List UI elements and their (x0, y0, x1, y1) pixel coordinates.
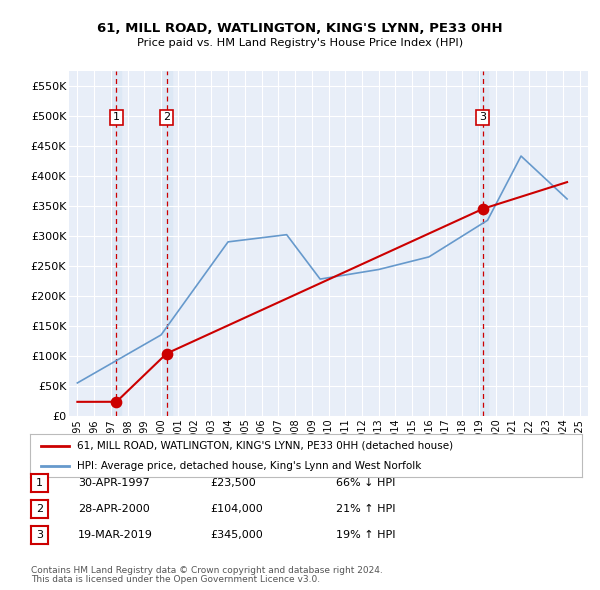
Text: £345,000: £345,000 (210, 530, 263, 540)
Text: 30-APR-1997: 30-APR-1997 (78, 478, 150, 488)
Text: Price paid vs. HM Land Registry's House Price Index (HPI): Price paid vs. HM Land Registry's House … (137, 38, 463, 48)
Text: 19-MAR-2019: 19-MAR-2019 (78, 530, 153, 540)
Text: 61, MILL ROAD, WATLINGTON, KING'S LYNN, PE33 0HH (detached house): 61, MILL ROAD, WATLINGTON, KING'S LYNN, … (77, 441, 453, 451)
Bar (478, 71, 488, 416)
Text: 1: 1 (113, 113, 120, 122)
Point (162, 349, 172, 358)
Text: 1: 1 (36, 478, 43, 488)
Text: 2: 2 (36, 504, 43, 514)
Text: 3: 3 (479, 113, 486, 122)
Text: £23,500: £23,500 (210, 478, 256, 488)
Point (112, 397, 121, 407)
Text: 28-APR-2000: 28-APR-2000 (78, 504, 150, 514)
Text: 2: 2 (163, 113, 170, 122)
Text: HPI: Average price, detached house, King's Lynn and West Norfolk: HPI: Average price, detached house, King… (77, 461, 421, 471)
Text: 19% ↑ HPI: 19% ↑ HPI (336, 530, 395, 540)
Bar (161, 71, 172, 416)
Text: Contains HM Land Registry data © Crown copyright and database right 2024.: Contains HM Land Registry data © Crown c… (31, 566, 383, 575)
Point (478, 204, 487, 214)
Text: 3: 3 (36, 530, 43, 540)
Text: 66% ↓ HPI: 66% ↓ HPI (336, 478, 395, 488)
Text: £104,000: £104,000 (210, 504, 263, 514)
Text: 61, MILL ROAD, WATLINGTON, KING'S LYNN, PE33 0HH: 61, MILL ROAD, WATLINGTON, KING'S LYNN, … (97, 22, 503, 35)
Text: This data is licensed under the Open Government Licence v3.0.: This data is licensed under the Open Gov… (31, 575, 320, 584)
Bar (112, 71, 121, 416)
Text: 21% ↑ HPI: 21% ↑ HPI (336, 504, 395, 514)
